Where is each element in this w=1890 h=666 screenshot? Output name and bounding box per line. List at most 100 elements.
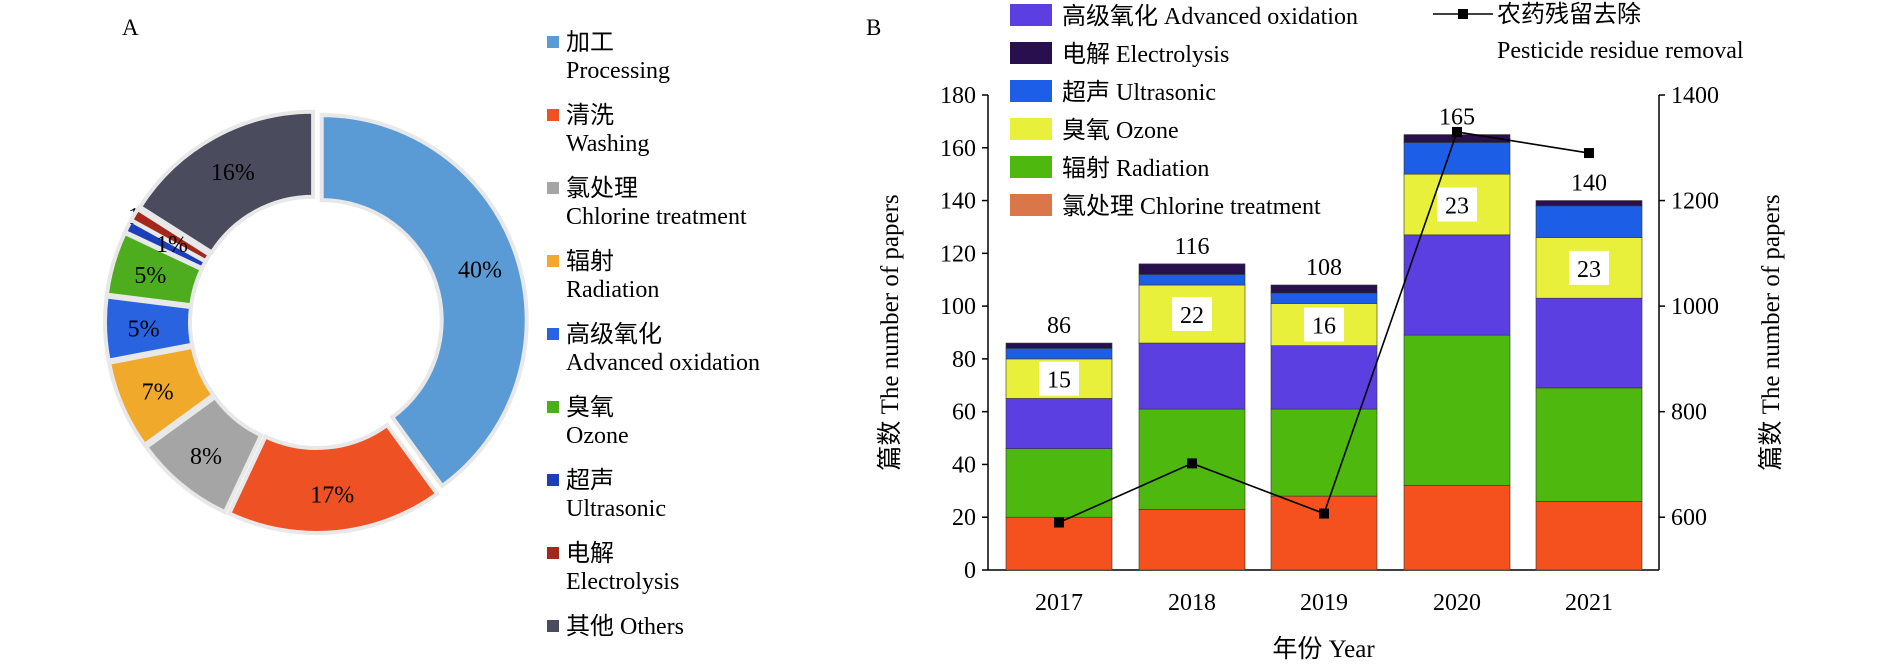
x-tick-label: 2017: [1035, 590, 1083, 616]
legend-label-zh: 加工: [566, 29, 614, 56]
bar-legend: 高级氧化 Advanced oxidation 电解 Electrolysis 超声…: [1010, 1, 1744, 220]
slice-chlorine-treatment: [143, 394, 264, 515]
pesticide-point: [1584, 148, 1594, 159]
legend-swatch: [547, 620, 559, 632]
slice-label: 17%: [310, 483, 354, 509]
panel-label-a: A: [122, 15, 139, 40]
legend-label-zh: 氯处理: [566, 175, 638, 202]
legend-label-zh: 辐射: [566, 248, 614, 275]
y-tick-label: 160: [940, 136, 976, 162]
bar-segment: [1535, 387, 1643, 502]
bar-legend-swatch: [1010, 118, 1052, 140]
bar-segment: [1270, 495, 1378, 571]
legend-label-en: Chlorine treatment: [566, 204, 747, 230]
slice-electrolysis: [128, 206, 213, 264]
y-tick-label: 80: [952, 347, 976, 373]
y2-axis-title: 篇数 The number of papers: [1757, 194, 1785, 470]
bar-segment: [1138, 274, 1246, 286]
bar-segment: [1270, 292, 1378, 304]
legend-label-zh: 臭氧: [566, 394, 614, 421]
legend-swatch: [547, 328, 559, 340]
slice-radiation: [106, 344, 217, 448]
bar-segment: [1535, 205, 1643, 238]
y-tick-label: 140: [940, 189, 976, 215]
legend-swatch: [547, 109, 559, 121]
bar-legend-swatch: [1010, 42, 1052, 64]
bar-segment: [1138, 342, 1246, 410]
legend-label-zh: 超声: [566, 467, 614, 494]
bar-legend-label: 电解 Electrolysis: [1062, 41, 1229, 68]
total-label: 140: [1571, 171, 1607, 197]
panel-label-b: B: [866, 15, 881, 40]
stacked-bar-chart: 0 20 40 60 80 100 120 140 160 180 600 800 1000 1200 14…: [876, 83, 1785, 663]
legend-swatch: [547, 474, 559, 486]
line-legend-label-en: Pesticide residue removal: [1497, 38, 1744, 64]
bar-legend-label: 臭氧 Ozone: [1062, 117, 1179, 144]
slice-processing: [319, 113, 529, 489]
slice-washing: [226, 422, 440, 535]
bar-segment: [1403, 334, 1511, 486]
x-tick-label: 2019: [1300, 590, 1348, 616]
slice-label: 40%: [458, 258, 502, 284]
ozone-label-box: [1437, 187, 1477, 222]
total-label: 108: [1306, 255, 1342, 281]
legend-swatch: [547, 401, 559, 413]
bar-legend-swatch: [1010, 156, 1052, 178]
bar-legend-swatch: [1010, 194, 1052, 216]
legend-label-en: Ozone: [566, 423, 629, 449]
ozone-label-box: [1039, 361, 1079, 396]
slice-label: 16%: [211, 160, 255, 186]
bar-legend-label: 高级氧化 Advanced oxidation: [1062, 3, 1358, 30]
y2-tick-label: 600: [1671, 505, 1707, 531]
slice-others: [137, 109, 316, 256]
bar-segment: [1403, 485, 1511, 571]
legend-swatch: [547, 182, 559, 194]
bar-segment: [1005, 398, 1113, 449]
bar-legend-label: 辐射 Radiation: [1062, 155, 1209, 182]
bar-legend-swatch: [1010, 4, 1052, 26]
bar-segment: [1535, 501, 1643, 571]
bar-segment: [1138, 509, 1246, 571]
slice-label: 5%: [134, 263, 166, 289]
pesticide-point: [1187, 458, 1197, 469]
y2-tick-label: 800: [1671, 400, 1707, 426]
slice-label: 5%: [128, 316, 160, 342]
y2-tick-label: 1200: [1671, 189, 1719, 215]
x-tick-label: 2021: [1565, 590, 1613, 616]
total-label: 116: [1174, 234, 1209, 260]
bar-segment: [1535, 297, 1643, 389]
pesticide-point: [1452, 126, 1462, 137]
donut-chart: 40%17%8%7%5%5%1%1%16%: [103, 109, 529, 535]
legend-label-en: Electrolysis: [566, 569, 679, 595]
line-legend-marker: [1458, 9, 1468, 19]
y-tick-label: 120: [940, 241, 976, 267]
bar-segment: [1005, 448, 1113, 518]
ozone-label-box: [1304, 307, 1344, 342]
legend-label-zh: 清洗: [566, 102, 614, 129]
ozone-value-label: 22: [1180, 303, 1204, 329]
bar-segment: [1138, 263, 1246, 275]
legend-label-en: Processing: [566, 58, 670, 84]
y-tick-label: 100: [940, 294, 976, 320]
slice-label: 7%: [142, 380, 174, 406]
slice-label: 8%: [190, 444, 222, 470]
slice-label: 1%: [156, 232, 188, 258]
legend-label-zh: 高级氧化: [566, 321, 662, 348]
bar-legend-label: 超声 Ultrasonic: [1062, 79, 1216, 106]
legend-label-en: Ultrasonic: [566, 496, 666, 522]
y-tick-label: 60: [952, 400, 976, 426]
line-legend-label-zh: 农药残留去除: [1497, 1, 1641, 28]
x-tick-label: 2020: [1433, 590, 1481, 616]
total-label: 165: [1439, 105, 1475, 131]
ozone-value-label: 15: [1047, 368, 1071, 394]
legend-swatch: [547, 255, 559, 267]
pesticide-point: [1054, 517, 1064, 528]
y-tick-label: 0: [964, 558, 976, 584]
bar-legend-label: 氯处理 Chlorine treatment: [1062, 193, 1321, 220]
ozone-value-label: 23: [1577, 257, 1601, 283]
x-axis-title: 年份 Year: [1272, 635, 1375, 663]
y-axis-title: 篇数 The number of papers: [876, 194, 904, 470]
ozone-label-box: [1569, 250, 1609, 285]
